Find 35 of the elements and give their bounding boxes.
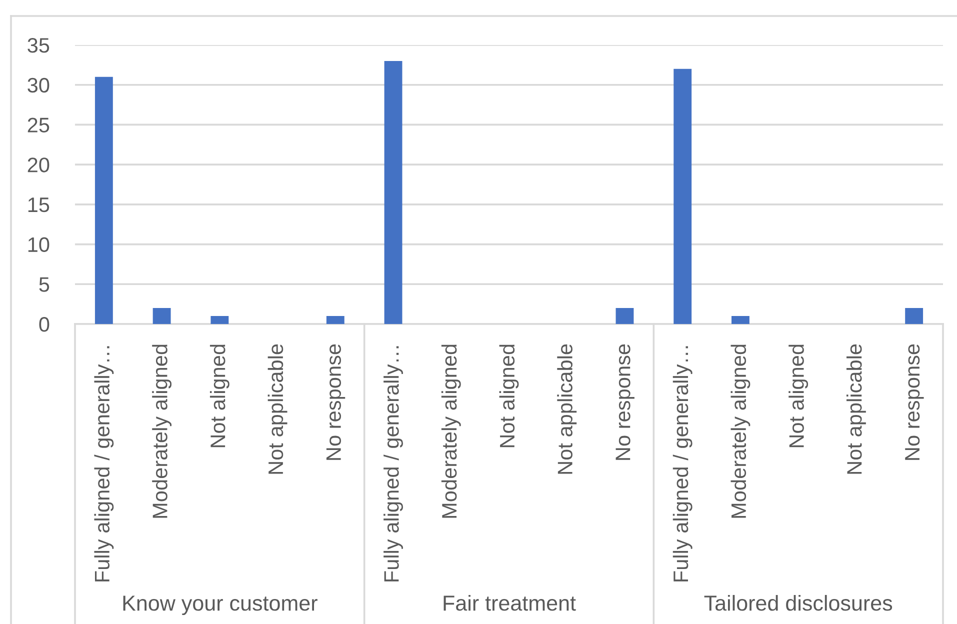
y-tick-label: 20 xyxy=(28,158,50,172)
x-tick-label: Moderately aligned xyxy=(441,344,461,518)
y-tick-label: 25 xyxy=(28,118,50,132)
bar xyxy=(152,308,171,324)
bar xyxy=(384,60,402,324)
bar xyxy=(94,76,113,324)
x-tick-label: Moderately aligned xyxy=(730,344,750,518)
text: Fair treatment xyxy=(444,594,576,611)
bar xyxy=(616,308,634,324)
x-tick-label: Not aligned xyxy=(788,344,808,448)
x-tick-label: No response xyxy=(905,344,924,460)
x-tick-label: Fully aligned / generally… xyxy=(672,346,692,582)
y-tick-label: 10 xyxy=(28,237,50,252)
y-tick-label: 0 xyxy=(39,317,50,332)
text: Tailored disclosures xyxy=(704,594,892,611)
y-tick-label: 35 xyxy=(28,38,50,53)
y-tick-label: 30 xyxy=(28,78,50,93)
bar xyxy=(326,316,344,324)
text: Know your customer xyxy=(123,596,318,616)
x-tick-label: Not aligned xyxy=(499,344,519,448)
x-tick-label: Not applicable xyxy=(268,344,288,474)
y-tick-label: 15 xyxy=(28,198,50,212)
x-tick-label: No response xyxy=(326,344,346,460)
bar xyxy=(674,68,692,324)
x-tick-label: Not applicable xyxy=(846,344,866,474)
x-tick-label: Fully aligned / generally… xyxy=(94,346,114,582)
x-tick-label: No response xyxy=(616,344,634,460)
x-tick-label: Fully aligned / generally… xyxy=(384,346,403,582)
bar xyxy=(210,316,229,324)
bar xyxy=(731,316,750,324)
x-tick-label: Not applicable xyxy=(557,344,577,474)
x-tick-label: Moderately aligned xyxy=(152,344,172,518)
bar xyxy=(905,308,924,324)
y-tick-label: 5 xyxy=(39,277,50,292)
x-tick-label: Not aligned xyxy=(210,344,230,448)
